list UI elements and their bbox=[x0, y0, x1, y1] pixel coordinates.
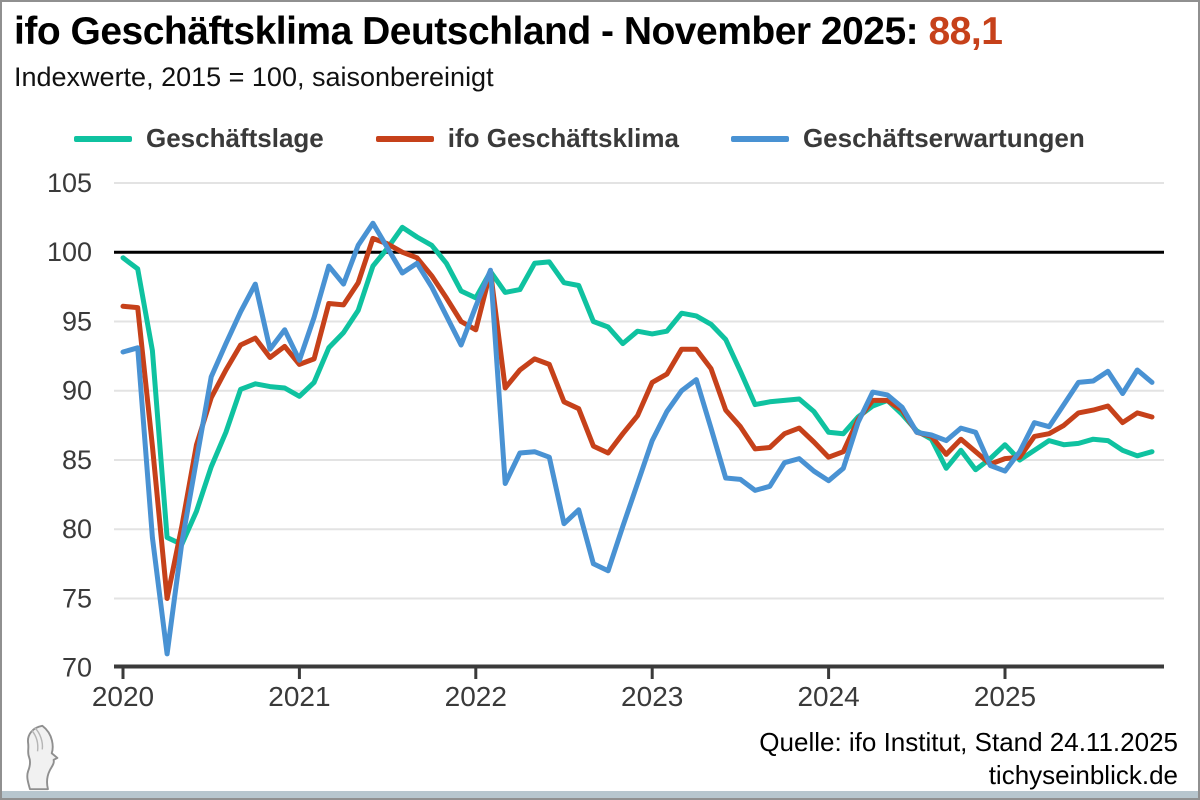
x-axis-tick-label: 2021 bbox=[268, 681, 330, 712]
x-axis-tick-label: 2023 bbox=[621, 681, 683, 712]
website-line: tichyseinblick.de bbox=[988, 760, 1178, 790]
series-line-gesch-ftslage bbox=[120, 224, 1155, 547]
legend-swatch-red-line-icon bbox=[375, 135, 434, 142]
logo-hair-lines bbox=[31, 727, 44, 752]
x-axis-tick-label: 2025 bbox=[974, 681, 1036, 712]
y-axis-tick-label: 90 bbox=[62, 376, 92, 406]
legend-item-ifo-geschaeftsklima: ifo Geschäftsklima bbox=[375, 123, 679, 154]
legend-swatch-green-line-icon bbox=[74, 135, 132, 142]
y-axis-tick-label: 85 bbox=[62, 445, 92, 475]
legend-label: Geschäftserwartungen bbox=[802, 123, 1085, 153]
chart-title-current-value: 88,1 bbox=[928, 10, 1003, 53]
chart-legend: Geschäftslage ifo Geschäftsklima Geschäf… bbox=[74, 123, 1085, 154]
x-axis-tick-label: 2020 bbox=[92, 681, 154, 712]
legend-item-geschaeftserwartungen: Geschäftserwartungen bbox=[730, 123, 1085, 154]
legend-item-geschaeftslage: Geschäftslage bbox=[74, 123, 324, 154]
source-note: Quelle: ifo Institut, Stand 24.11.2025 t… bbox=[759, 726, 1178, 792]
logo-head-outline bbox=[26, 724, 59, 791]
series-line-gesch-ftserwartungen bbox=[120, 220, 1155, 657]
x-axis-tick-label: 2022 bbox=[445, 681, 507, 712]
y-axis-tick-label: 70 bbox=[62, 653, 92, 683]
y-axis-tick-label: 80 bbox=[62, 514, 92, 544]
source-line: Quelle: ifo Institut, Stand 24.11.2025 bbox=[759, 727, 1178, 757]
chart-title: ifo Geschäftsklima Deutschland - Novembe… bbox=[14, 10, 1003, 54]
chart-subtitle: Indexwerte, 2015 = 100, saisonbereinigt bbox=[14, 62, 494, 92]
y-axis-tick-label: 75 bbox=[62, 583, 92, 613]
chart-title-text: ifo Geschäftsklima Deutschland - Novembe… bbox=[14, 10, 929, 53]
legend-label: Geschäftslage bbox=[146, 123, 324, 153]
y-axis-tick-label: 105 bbox=[47, 168, 92, 198]
tichys-einblick-head-logo bbox=[26, 724, 59, 791]
x-axis-tick-label: 2024 bbox=[797, 681, 859, 712]
series-line-ifo-gesch-ftsklima bbox=[120, 235, 1155, 601]
y-axis-tick-label: 100 bbox=[47, 237, 92, 267]
y-axis-tick-label: 95 bbox=[62, 306, 92, 336]
bottom-accent-bar bbox=[2, 791, 1198, 798]
legend-label: ifo Geschäftsklima bbox=[447, 123, 679, 153]
legend-swatch-blue-line-icon bbox=[730, 135, 789, 142]
